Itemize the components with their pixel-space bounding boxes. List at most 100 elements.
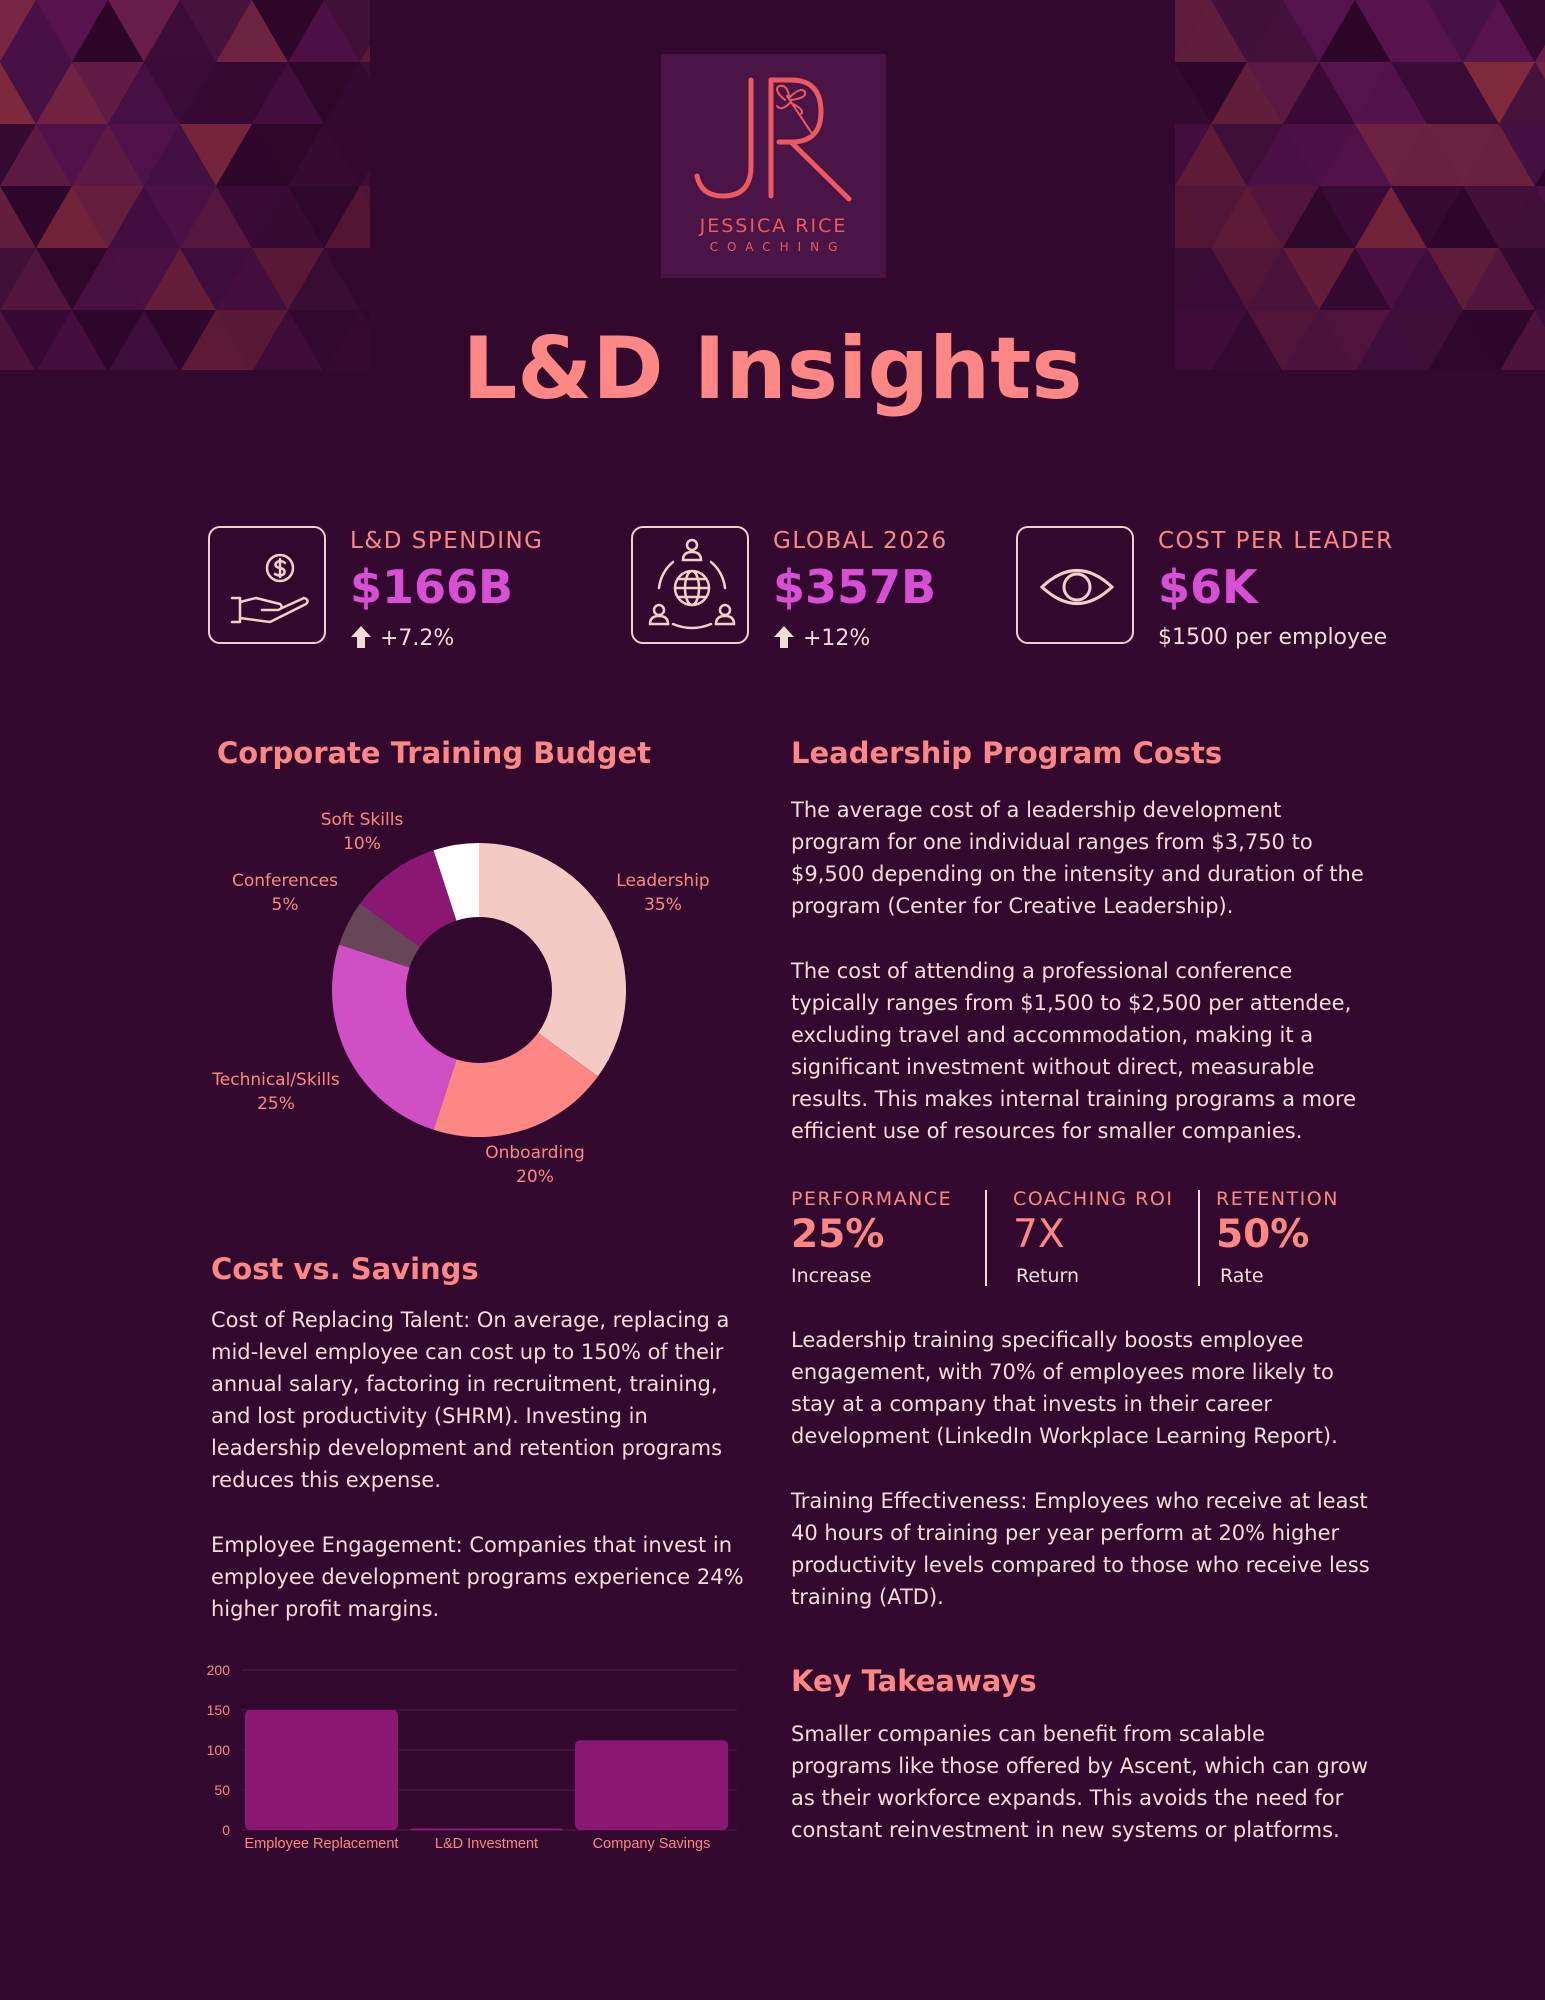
pattern-triangle xyxy=(72,310,144,370)
pattern-triangle xyxy=(72,248,144,310)
pattern-triangle xyxy=(144,310,216,370)
pattern-triangle xyxy=(1355,0,1427,62)
leadership-title: Leadership Program Costs xyxy=(791,736,1223,770)
pattern-triangle xyxy=(216,310,288,370)
pattern-triangle xyxy=(1284,310,1354,370)
pattern-triangle xyxy=(252,62,324,124)
pattern-triangle xyxy=(144,62,216,124)
pattern-triangle xyxy=(1356,310,1426,370)
metric-label: PERFORMANCE xyxy=(791,1188,953,1210)
pattern-triangle xyxy=(0,62,72,124)
donut-slice-technical-skills xyxy=(332,944,457,1130)
savings-paragraph: Cost of Replacing Talent: On average, re… xyxy=(211,1308,730,1492)
pattern-triangle xyxy=(108,0,180,62)
stat-value: $166B xyxy=(350,560,514,614)
pattern-triangle xyxy=(1175,0,1247,62)
bar xyxy=(410,1828,563,1831)
pattern-triangle xyxy=(1535,44,1545,62)
pattern-triangle xyxy=(360,292,370,310)
pattern-triangle xyxy=(1463,0,1535,62)
pattern-triangle xyxy=(1247,186,1319,248)
pattern-triangle xyxy=(325,310,370,370)
pattern-triangle xyxy=(1499,248,1545,310)
pattern-triangle xyxy=(252,186,324,248)
pattern-triangle xyxy=(288,186,360,248)
pattern-triangle xyxy=(108,248,180,310)
brand-tagline: COACHING xyxy=(709,240,847,254)
pattern-triangle xyxy=(72,62,144,124)
pattern-triangle xyxy=(180,124,252,186)
pattern-triangle xyxy=(180,186,252,248)
donut-label-pct: 20% xyxy=(516,1167,554,1187)
stat-label: GLOBAL 2026 xyxy=(773,528,948,554)
stat-note: $1500 per employee xyxy=(1158,625,1388,650)
brand-logo: JESSICA RICE COACHING xyxy=(661,54,886,278)
donut-slice-leadership xyxy=(479,843,626,1077)
x-tick-label: Company Savings xyxy=(593,1836,711,1852)
pattern-triangle xyxy=(216,0,288,62)
pattern-triangle xyxy=(1499,186,1545,248)
donut-label: Technical/Skills 25% xyxy=(190,1068,362,1116)
pattern-triangle xyxy=(1535,62,1545,80)
pattern-triangle xyxy=(1175,186,1211,248)
pattern-triangle xyxy=(1535,292,1545,310)
pattern-triangle xyxy=(181,310,251,370)
pattern-triangle xyxy=(1247,310,1319,370)
donut-label-name: Onboarding xyxy=(485,1143,585,1163)
pattern-triangle xyxy=(0,248,72,310)
engagement-paragraph: Leadership training specifically boosts … xyxy=(791,1328,1338,1448)
stat-label: L&D SPENDING xyxy=(350,528,544,554)
pattern-triangle xyxy=(1175,124,1247,186)
savings-title: Cost vs. Savings xyxy=(211,1252,479,1286)
pattern-triangle xyxy=(1211,0,1283,62)
leadership-paragraph: The average cost of a leadership develop… xyxy=(791,798,1364,918)
pattern-triangle xyxy=(324,124,370,186)
takeaways-title: Key Takeaways xyxy=(791,1664,1037,1698)
pattern-triangle xyxy=(144,124,216,186)
pattern-triangle xyxy=(1211,186,1283,248)
takeaways-paragraph: Smaller companies can benefit from scala… xyxy=(791,1722,1369,1842)
triangle-pattern-left xyxy=(0,0,370,370)
pattern-triangle xyxy=(72,0,144,62)
y-tick-label: 0 xyxy=(222,1822,230,1838)
pattern-triangle xyxy=(1463,62,1535,124)
brand-name: JESSICA RICE xyxy=(699,215,848,237)
pattern-triangle xyxy=(37,310,107,370)
savings-paragraph: Employee Engagement: Companies that inve… xyxy=(211,1533,744,1621)
pattern-triangle xyxy=(1319,124,1391,186)
pattern-triangle xyxy=(1499,0,1545,62)
pattern-triangle xyxy=(1212,310,1282,370)
pattern-triangle xyxy=(1175,248,1247,310)
pattern-triangle xyxy=(1500,310,1545,370)
stat-change-value: +7.2% xyxy=(380,626,455,651)
x-tick-label: L&D Investment xyxy=(435,1836,538,1852)
pattern-triangle xyxy=(1428,310,1498,370)
pattern-triangle xyxy=(1463,310,1535,370)
pattern-triangle xyxy=(1319,186,1391,248)
pattern-triangle xyxy=(1319,248,1391,310)
donut-label: Soft Skills 10% xyxy=(292,808,432,856)
cost-savings-bar-chart: 0 50 100 150 200 Employee Replacement L&D Inve… xyxy=(207,1662,737,1852)
donut-label: Leadership 35% xyxy=(580,869,746,917)
pattern-triangle xyxy=(288,124,360,186)
jr-monogram-icon xyxy=(694,77,852,202)
pattern-triangle xyxy=(360,168,370,186)
pattern-triangle xyxy=(216,124,288,186)
pattern-triangle xyxy=(1463,124,1535,186)
y-tick-label: 200 xyxy=(207,1662,231,1678)
engagement-paragraph: Training Effectiveness: Employees who re… xyxy=(791,1489,1370,1609)
stat-change-value: +12% xyxy=(803,626,871,651)
hand-coin-icon xyxy=(208,526,326,644)
pattern-triangle xyxy=(36,0,108,62)
y-tick-label: 50 xyxy=(214,1782,230,1798)
pattern-triangle xyxy=(288,62,360,124)
pattern-triangle xyxy=(1499,124,1545,186)
stat-value: $357B xyxy=(773,560,937,614)
page-title: L&D Insights xyxy=(462,319,1083,419)
donut-label-pct: 35% xyxy=(644,895,682,915)
donut-slice-conferences xyxy=(339,903,420,968)
pattern-triangle xyxy=(1391,124,1463,186)
metric-divider xyxy=(985,1190,987,1286)
metric-value: 25% xyxy=(791,1212,885,1257)
pattern-triangle xyxy=(216,248,288,310)
